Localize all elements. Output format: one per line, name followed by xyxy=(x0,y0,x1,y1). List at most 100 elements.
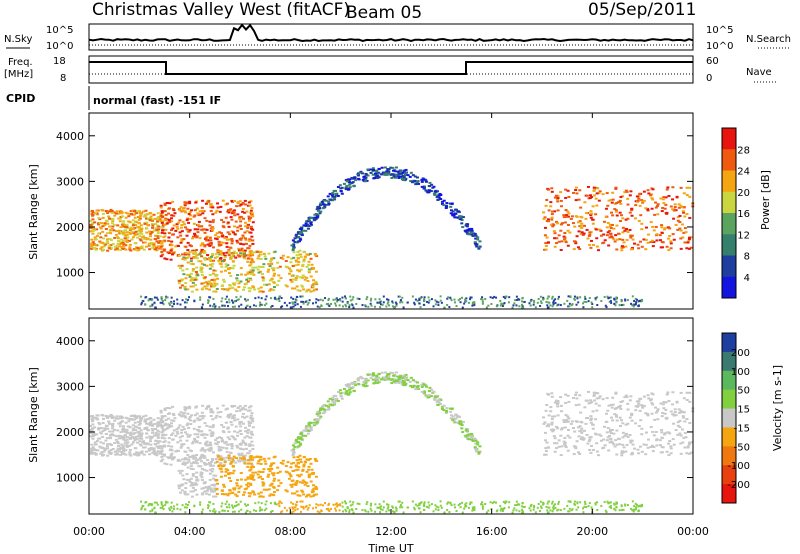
power-pixel xyxy=(237,247,241,250)
velocity-pixel xyxy=(321,404,325,407)
velocity-pixel xyxy=(268,494,272,497)
velocity-pixel xyxy=(215,414,219,417)
velocity-pixel xyxy=(672,414,676,417)
velocity-pixel xyxy=(555,447,559,450)
velocity-pixel xyxy=(213,461,217,464)
power-pixel xyxy=(154,223,158,226)
power-pixel xyxy=(211,219,215,222)
power-pixel xyxy=(491,296,494,299)
power-pixel xyxy=(568,305,571,308)
power-pixel xyxy=(430,298,433,301)
velocity-pixel xyxy=(528,507,531,510)
velocity-pixel xyxy=(252,491,256,494)
power-pixel xyxy=(475,245,479,248)
power-pixel xyxy=(298,232,302,235)
velocity-pixel xyxy=(579,429,583,432)
power-pixel xyxy=(611,198,615,201)
power-pixel xyxy=(100,222,104,225)
velocity-pixel xyxy=(120,415,124,418)
power-pixel xyxy=(309,257,313,260)
velocity-pixel xyxy=(602,446,606,449)
velocity-pixel xyxy=(373,382,377,385)
velocity-pixel xyxy=(609,438,613,441)
power-pixel xyxy=(679,247,683,250)
velocity-pixel xyxy=(158,445,162,448)
velocity-pixel xyxy=(152,448,156,451)
velocity-pixel xyxy=(286,461,290,464)
power-pixel xyxy=(439,193,443,196)
velocity-pixel xyxy=(200,454,204,457)
velocity-pixel xyxy=(249,483,253,486)
nave-tick-0: 0 xyxy=(706,73,712,84)
power-pixel xyxy=(341,296,344,299)
power-pixel xyxy=(183,210,187,213)
power-pixel xyxy=(238,305,241,308)
colorbar-tick-label: 4 xyxy=(744,273,750,284)
velocity-pixel xyxy=(585,399,589,402)
power-pixel xyxy=(679,204,683,207)
velocity-pixel xyxy=(315,413,319,416)
power-pixel xyxy=(663,227,667,230)
power-pixel xyxy=(272,272,276,275)
power-pixel xyxy=(397,176,401,179)
power-pixel xyxy=(656,213,660,216)
power-pixel xyxy=(202,228,206,231)
velocity-pixel xyxy=(678,432,682,435)
power-pixel xyxy=(246,257,250,260)
velocity-pixel xyxy=(374,503,377,506)
power-pixel xyxy=(453,298,456,301)
power-pixel xyxy=(239,295,242,298)
velocity-pixel xyxy=(334,398,338,401)
velocity-pixel xyxy=(214,474,218,477)
power-pixel xyxy=(209,259,213,262)
velocity-pixel xyxy=(193,419,197,422)
velocity-pixel xyxy=(119,453,123,456)
power-pixel xyxy=(239,273,243,276)
velocity-pixel xyxy=(197,425,201,428)
power-pixel xyxy=(297,235,301,238)
velocity-pixel xyxy=(153,443,157,446)
power-pixel xyxy=(248,264,252,267)
power-pixel xyxy=(159,204,163,207)
velocity-pixel xyxy=(196,428,200,431)
velocity-pixel xyxy=(243,460,247,463)
power-pixel xyxy=(164,219,168,222)
power-pixel xyxy=(208,224,212,227)
velocity-pixel xyxy=(231,472,235,475)
power-pixel xyxy=(173,212,177,215)
power-pixel xyxy=(263,304,266,307)
velocity-pixel xyxy=(263,509,266,512)
velocity-pixel xyxy=(586,442,590,445)
velocity-pixel xyxy=(597,454,601,457)
power-pixel xyxy=(572,191,576,194)
velocity-pixel xyxy=(651,450,655,453)
power-pixel xyxy=(224,263,228,266)
velocity-pixel xyxy=(209,487,213,490)
power-pixel xyxy=(566,244,570,247)
power-pixel xyxy=(565,215,569,218)
power-pixel xyxy=(327,297,330,300)
velocity-pixel xyxy=(226,427,230,430)
power-pixel xyxy=(214,253,218,256)
power-pixel xyxy=(122,247,126,250)
power-pixel xyxy=(200,228,204,231)
power-pixel xyxy=(125,240,129,243)
velocity-pixel xyxy=(161,428,165,431)
power-pixel xyxy=(597,199,601,202)
velocity-pixel xyxy=(148,453,152,456)
power-pixel xyxy=(155,246,159,249)
velocity-pixel xyxy=(191,454,195,457)
velocity-pixel xyxy=(252,456,256,459)
power-pixel xyxy=(99,227,103,230)
power-pixel xyxy=(170,247,174,250)
power-pixel xyxy=(586,237,590,240)
velocity-pixel xyxy=(193,454,197,457)
power-pixel xyxy=(617,201,621,204)
power-pixel xyxy=(365,298,368,301)
power-pixel xyxy=(650,193,654,196)
velocity-pixel xyxy=(159,460,163,463)
power-pixel xyxy=(474,234,478,237)
power-pixel xyxy=(377,167,381,170)
power-pixel xyxy=(413,303,416,306)
power-pixel xyxy=(443,306,446,309)
